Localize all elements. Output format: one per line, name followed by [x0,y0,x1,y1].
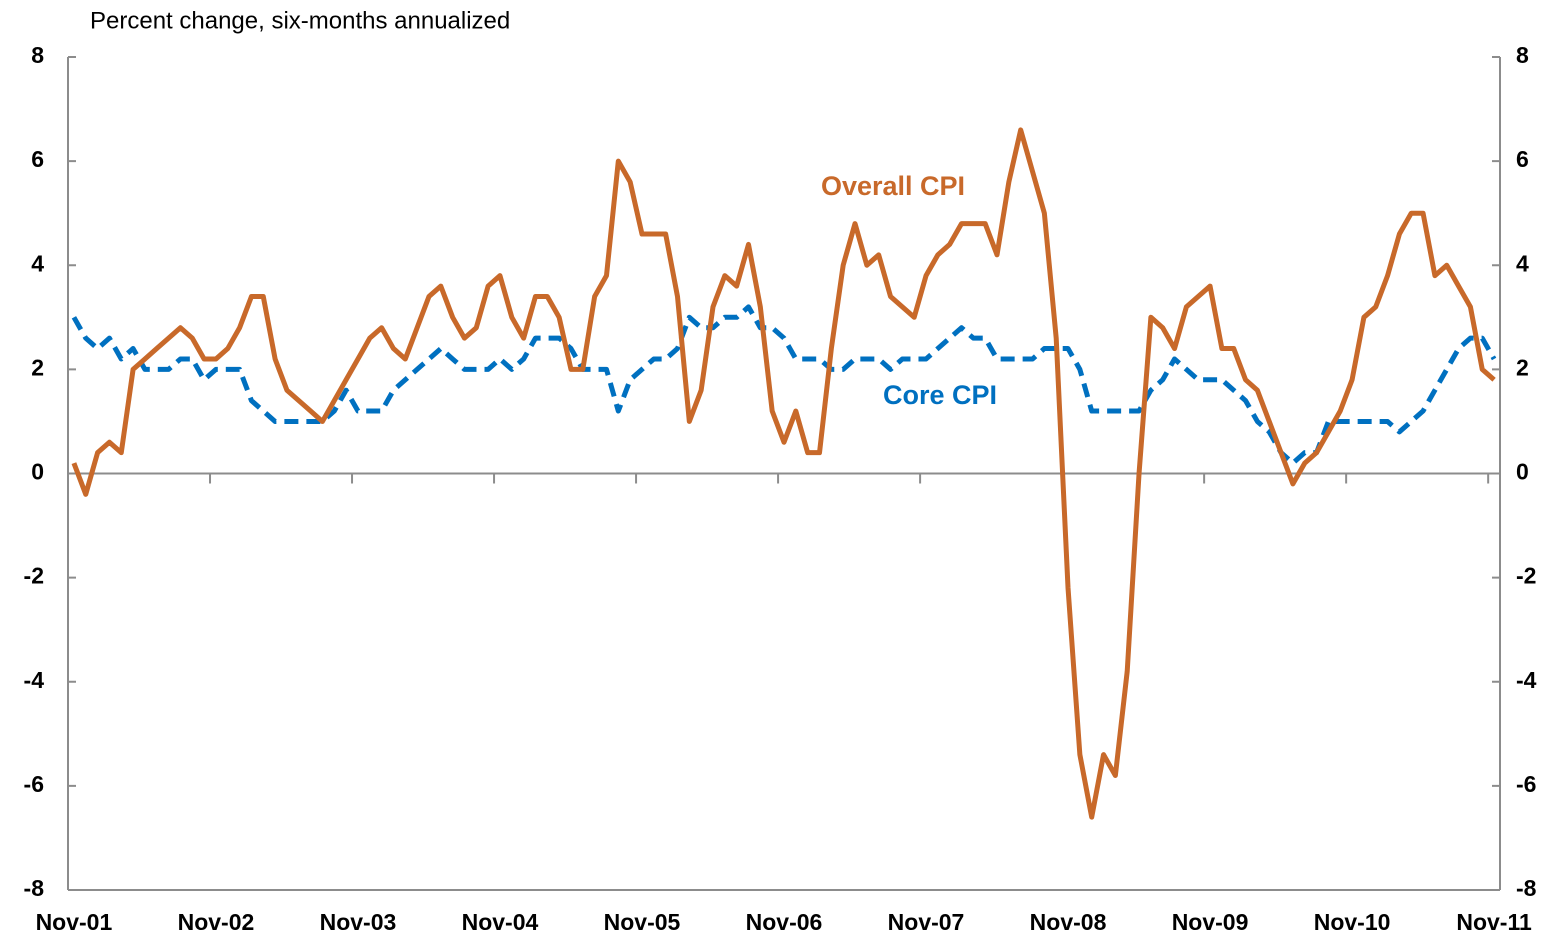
x-tick-label: Nov-08 [1030,909,1107,935]
y-tick-label: 4 [31,250,44,276]
series-annotation: Core CPI [883,380,997,410]
x-tick-label: Nov-06 [746,909,823,935]
y2-tick-label: -2 [1516,563,1536,589]
y-tick-label: -2 [24,563,44,589]
y-axis-label: Percent change, six-months annualized [90,7,510,34]
y2-tick-label: 6 [1516,146,1529,172]
x-tick-label: Nov-04 [462,909,539,935]
x-tick-label: Nov-11 [1456,909,1532,935]
x-tick-label: Nov-09 [1172,909,1249,935]
y-tick-label: 2 [31,354,44,380]
y-tick-label: -4 [24,667,45,693]
x-tick-label: Nov-07 [888,909,965,935]
y2-tick-label: 4 [1516,250,1529,276]
x-tick-label: Nov-02 [178,909,255,935]
y2-tick-label: 0 [1516,459,1529,485]
y-tick-label: 8 [31,42,44,68]
x-tick-label: Nov-03 [320,909,397,935]
y-tick-label: 0 [31,459,44,485]
y-tick-label: 6 [31,146,44,172]
y2-tick-label: -6 [1516,771,1536,797]
y2-tick-label: -8 [1516,875,1537,901]
x-tick-label: Nov-05 [604,909,681,935]
x-tick-label: Nov-01 [36,909,113,935]
y2-tick-label: 8 [1516,42,1529,68]
series-line [71,304,1497,466]
y2-tick-label: 2 [1516,354,1529,380]
y-tick-label: -8 [24,875,45,901]
y-tick-label: -6 [24,771,44,797]
y2-tick-label: -4 [1516,667,1537,693]
series-annotation: Overall CPI [821,171,965,201]
series-line [71,127,1496,820]
x-tick-label: Nov-10 [1314,909,1391,935]
